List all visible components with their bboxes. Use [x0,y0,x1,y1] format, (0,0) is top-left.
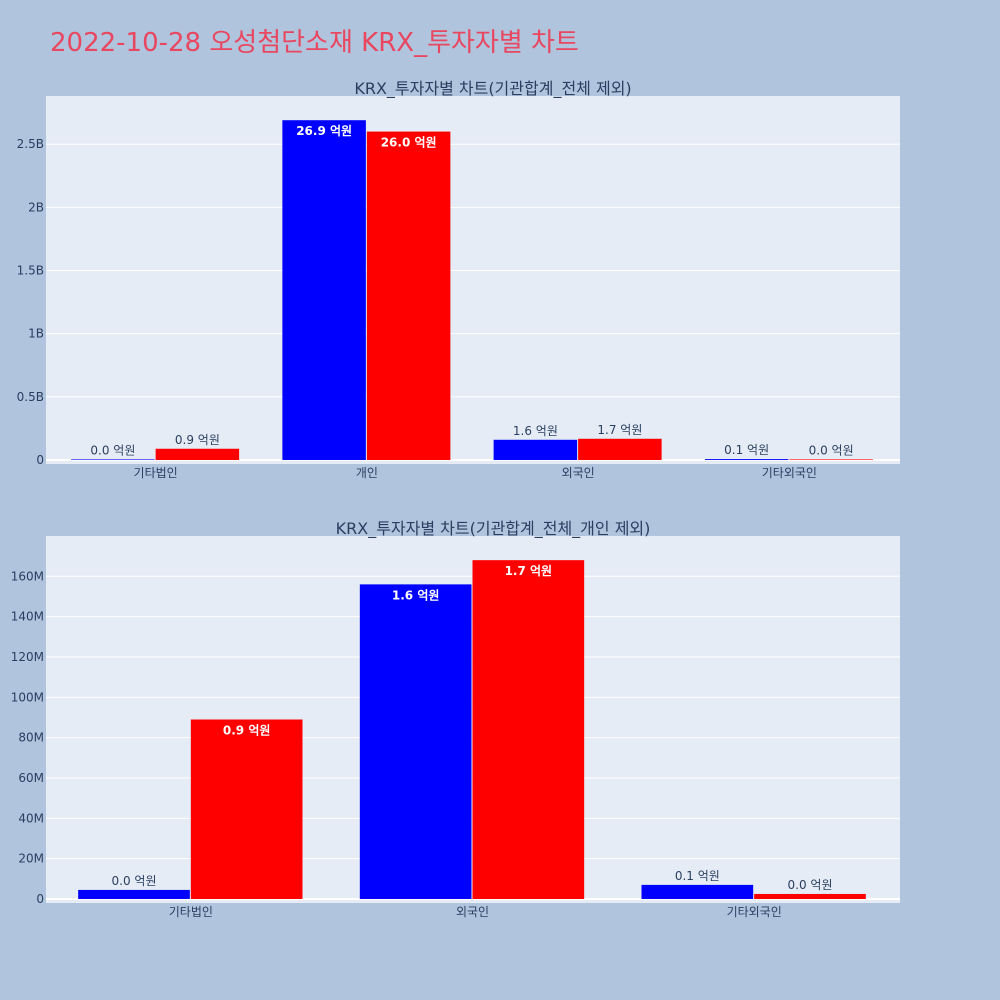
bar [472,560,585,899]
data-label: 1.6 억원 [392,588,440,602]
y-tick-label: 40M [18,811,44,825]
data-label: 0.9 억원 [223,724,271,738]
data-label: 0.0 억원 [788,878,833,892]
y-tick-label: 60M [18,771,44,785]
bar [359,584,472,899]
x-tick-label: 기타법인 [134,466,178,480]
y-tick-label: 2.5B [17,137,44,151]
y-tick-label: 1.5B [17,264,44,278]
bar [78,889,190,899]
x-tick-label: 개인 [356,466,378,480]
y-tick-label: 100M [11,690,44,704]
bar [366,131,451,460]
bar [754,893,866,899]
bar [155,448,240,460]
x-tick-label: 기타법인 [169,905,213,919]
y-tick-label: 80M [18,731,44,745]
y-tick-label: 0 [36,453,44,467]
bar [493,439,578,460]
plot-area [46,96,900,464]
y-tick-label: 140M [11,610,44,624]
y-tick-label: 160M [11,569,44,583]
chart-title: KRX_투자자별 차트(기관합계_전체 제외) [354,79,631,99]
data-label: 0.1 억원 [724,443,769,457]
y-tick-label: 120M [11,650,44,664]
data-label: 0.9 억원 [175,433,220,447]
y-tick-label: 0.5B [17,390,44,404]
data-label: 0.0 억원 [809,443,854,457]
bar [71,459,155,460]
chart-investor-all: KRX_투자자별 차트(기관합계_전체 제외) 0 0.5B 1B 1.5B 2B 2.5B… [17,79,900,480]
bar [190,719,303,899]
data-label: 1.7 억원 [597,423,642,437]
data-label: 0.1 억원 [675,869,720,883]
data-label: 1.6 억원 [513,424,558,438]
y-tick-label: 1B [28,327,44,341]
data-label: 1.7 억원 [505,564,553,578]
chart-title: KRX_투자자별 차트(기관합계_전체_개인 제외) [336,519,651,539]
bar [789,459,873,460]
y-tick-label: 20M [18,852,44,866]
bar [282,120,366,461]
x-tick-label: 외국인 [562,466,595,480]
chart-investor-excl-individual: KRX_투자자별 차트(기관합계_전체_개인 제외) 0 20M 40M 60M 80M 1… [11,519,900,919]
y-tick-label: 2B [28,200,44,214]
page-title: 2022-10-28 오성첨단소재 KRX_투자자별 차트 [50,28,579,58]
y-tick-label: 0 [36,892,44,906]
bar [641,884,754,899]
data-label: 0.0 억원 [90,443,135,457]
data-label: 26.9 억원 [296,124,352,138]
x-tick-label: 외국인 [456,905,489,919]
data-label: 0.0 억원 [112,874,157,888]
x-tick-label: 기타외국인 [762,466,817,480]
x-tick-label: 기타외국인 [727,905,782,919]
bar [704,459,789,460]
data-label: 26.0 억원 [381,136,437,150]
bar [578,438,662,460]
